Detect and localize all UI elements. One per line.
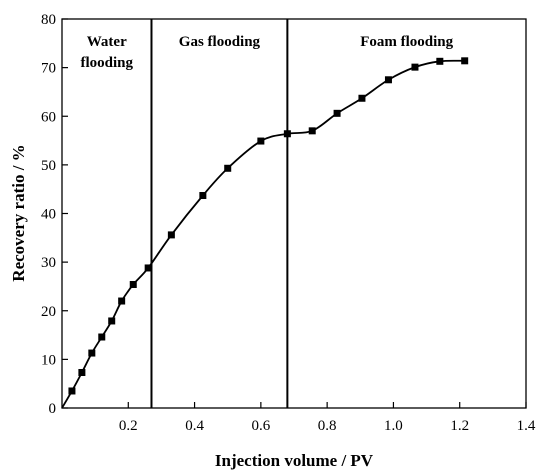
plot-frame bbox=[61, 18, 527, 409]
x-axis-ticks: 0.2 0.4 0.6 0.8 1.0 1.2 1.4 bbox=[119, 402, 536, 434]
y-tick-label-8: 80 bbox=[41, 12, 56, 28]
data-point-5 bbox=[108, 317, 116, 325]
y-tick-label-2: 20 bbox=[41, 304, 56, 320]
y-axis-ticks: 0 10 20 30 40 50 60 70 80 bbox=[41, 12, 68, 417]
data-point-20 bbox=[461, 57, 469, 65]
y-tick-label-6: 60 bbox=[41, 109, 56, 125]
x-tick-label-1: 0.4 bbox=[185, 418, 204, 434]
region-label-0-line-0: Water bbox=[87, 34, 127, 50]
x-tick-label-2: 0.6 bbox=[251, 418, 270, 434]
data-point-17 bbox=[384, 76, 392, 84]
y-tick-label-3: 30 bbox=[41, 255, 56, 271]
region-label-0-line-1: flooding bbox=[80, 55, 133, 71]
data-point-3 bbox=[88, 349, 96, 357]
data-point-1 bbox=[68, 387, 76, 395]
y-tick-label-5: 50 bbox=[41, 158, 56, 174]
data-point-10 bbox=[199, 192, 207, 200]
data-point-18 bbox=[411, 63, 419, 71]
region-label-1-line-0: Gas flooding bbox=[179, 34, 261, 50]
x-tick-label-5: 1.2 bbox=[450, 418, 469, 434]
data-point-8 bbox=[144, 264, 152, 272]
x-tick-label-3: 0.8 bbox=[318, 418, 337, 434]
data-point-15 bbox=[333, 109, 341, 117]
data-point-2 bbox=[78, 369, 86, 377]
data-point-16 bbox=[358, 94, 366, 102]
data-point-6 bbox=[118, 297, 126, 305]
region-dividers bbox=[150, 19, 289, 408]
data-point-19 bbox=[436, 57, 444, 65]
y-tick-label-4: 40 bbox=[41, 207, 56, 223]
region-labels: Water flooding Gas flooding Foam flooding bbox=[80, 34, 453, 71]
x-tick-label-4: 1.0 bbox=[384, 418, 403, 434]
x-tick-label-0: 0.2 bbox=[119, 418, 138, 434]
x-tick-label-6: 1.4 bbox=[517, 418, 536, 434]
x-axis-title: Injection volume / PV bbox=[215, 451, 374, 470]
data-point-9 bbox=[167, 231, 175, 239]
region-label-2-line-0: Foam flooding bbox=[360, 34, 453, 50]
plot-frame-group bbox=[61, 18, 527, 409]
data-point-11 bbox=[224, 164, 232, 172]
y-axis-title: Recovery ratio / % bbox=[9, 144, 28, 281]
y-tick-label-1: 10 bbox=[41, 352, 56, 368]
data-point-13 bbox=[283, 130, 291, 138]
data-point-7 bbox=[129, 280, 137, 288]
series-line-0 bbox=[61, 59, 465, 409]
y-tick-label-0: 0 bbox=[49, 401, 57, 417]
y-tick-label-7: 70 bbox=[41, 61, 56, 77]
data-point-12 bbox=[257, 137, 265, 145]
series-group bbox=[61, 57, 469, 409]
data-point-4 bbox=[98, 333, 106, 341]
data-point-14 bbox=[308, 127, 316, 135]
